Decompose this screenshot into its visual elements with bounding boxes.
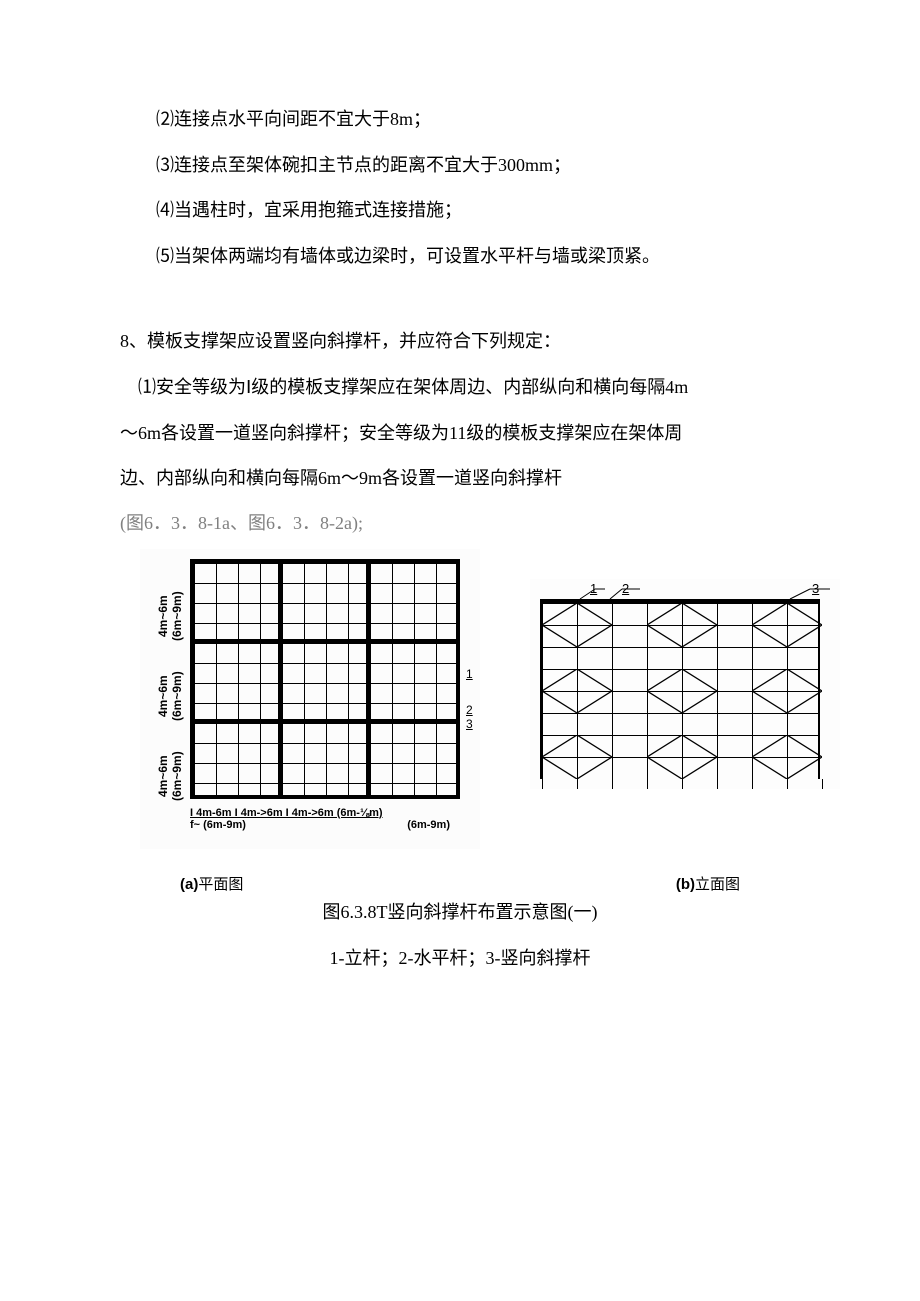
diagonal — [752, 735, 787, 757]
diagonal — [577, 603, 612, 625]
diagonal — [647, 691, 682, 713]
stub — [577, 779, 578, 789]
stub — [612, 779, 613, 789]
diagonal — [682, 691, 717, 713]
diagonal — [787, 603, 822, 625]
section8-p1b: ～6m各设置一道竖向斜撑杆；安全等级为11级的模板支撑架应在架体周 — [120, 414, 800, 454]
diagonal — [542, 757, 577, 779]
section8-p1a: ⑴安全等级为Ⅰ级的模板支撑架应在架体周边、内部纵向和横向每隔4m — [120, 368, 800, 408]
thick-col — [366, 559, 370, 799]
diagonal — [682, 669, 717, 691]
diagonal — [577, 625, 612, 647]
thick-col — [278, 559, 282, 799]
ylabel: 4m~6m — [156, 595, 170, 637]
diagonal — [542, 735, 577, 757]
diagonal — [577, 691, 612, 713]
diagonal — [752, 603, 787, 625]
figure-b: 1 2 3 — [530, 579, 840, 789]
thick-row — [190, 639, 460, 643]
diagonal — [787, 691, 822, 713]
diagonal — [752, 669, 787, 691]
stub — [717, 779, 718, 789]
diagonal — [787, 735, 822, 757]
list-item-2: ⑵连接点水平向间距不宜大于8m； — [120, 100, 800, 140]
diagonal — [647, 735, 682, 757]
diagonal — [682, 625, 717, 647]
ylabel-sub: (6m~9m) — [170, 751, 184, 801]
diagonal — [577, 735, 612, 757]
stub — [752, 779, 753, 789]
diagonal — [542, 669, 577, 691]
ylabel: 4m~6m — [156, 675, 170, 717]
section8-p1c: 边、内部纵向和横向每隔6m～9m各设置一道竖向斜撑杆 — [120, 459, 800, 499]
leader-2: 2 — [466, 703, 473, 717]
diagonal — [752, 757, 787, 779]
list-item-3: ⑶连接点至架体碗扣主节点的距离不宜大于300mm； — [120, 146, 800, 186]
stub — [787, 779, 788, 789]
diagonal — [682, 735, 717, 757]
diagonal — [577, 757, 612, 779]
caption-row: (a)平面图 (b)立面图 — [180, 873, 740, 894]
list-item-5: ⑸当架体两端均有墙体或边梁时，可设置水平杆与墙或梁顶紧。 — [120, 237, 800, 277]
caption-a-text: 平面图 — [198, 876, 243, 893]
diagonal — [647, 757, 682, 779]
ylabel: 4m~6m — [156, 755, 170, 797]
stub — [682, 779, 683, 789]
figure-legend: 1-立杆；2-水平杆；3-竖向斜撑杆 — [120, 944, 800, 970]
diagonal — [577, 669, 612, 691]
figure-b-grid — [540, 599, 820, 779]
diagonal — [542, 625, 577, 647]
leader-3: 3 — [466, 717, 473, 731]
figure-title: 图6.3.8T竖向斜撑杆布置示意图(一) — [120, 898, 800, 924]
diagonal — [542, 691, 577, 713]
figure-a-xlabels: I 4m-6m I 4m->6m I 4m->6m (6m-⅛m) f~ (6m… — [190, 807, 470, 831]
stub — [822, 779, 823, 789]
diagonal — [787, 757, 822, 779]
diagonal — [752, 691, 787, 713]
list-item-4: ⑷当遇柱时，宜采用抱箍式连接措施； — [120, 191, 800, 231]
caption-b-text: 立面图 — [695, 876, 740, 893]
diagonal — [787, 669, 822, 691]
ylabel-sub: (6m~9m) — [170, 591, 184, 641]
xlabel-row1: I 4m-6m I 4m->6m I 4m->6m (6m-⅛m) — [190, 807, 470, 819]
xlabel-row2-left: f~ (6m-9m) — [190, 819, 246, 831]
diagonal — [682, 757, 717, 779]
stub — [647, 779, 648, 789]
thick-row — [190, 719, 460, 723]
diagonal — [542, 603, 577, 625]
diagonal — [682, 603, 717, 625]
diagonal — [752, 625, 787, 647]
figure-a-grid — [190, 559, 460, 799]
diagonal — [647, 669, 682, 691]
caption-b: (b)立面图 — [676, 873, 740, 894]
figure-a: 4m~6m (6m~9m) 4m~6m (6m~9m) 4m~6m (6m~9m… — [140, 549, 480, 849]
diagonal — [647, 625, 682, 647]
section8-ref: (图6．3．8-1a、图6．3．8-2a); — [120, 505, 800, 541]
caption-a: (a)平面图 — [180, 873, 243, 894]
diagonal — [647, 603, 682, 625]
figure-area: 4m~6m (6m~9m) 4m~6m (6m~9m) 4m~6m (6m~9m… — [140, 549, 840, 869]
ylabel-sub: (6m~9m) — [170, 671, 184, 721]
diagonal — [787, 625, 822, 647]
section8-head: 8、模板支撑架应设置竖向斜撑杆，并应符合下列规定： — [120, 322, 800, 362]
leader-1: 1 — [466, 667, 473, 681]
xlabel-row2-right: (6m-9m) — [407, 819, 450, 831]
stub — [542, 779, 543, 789]
